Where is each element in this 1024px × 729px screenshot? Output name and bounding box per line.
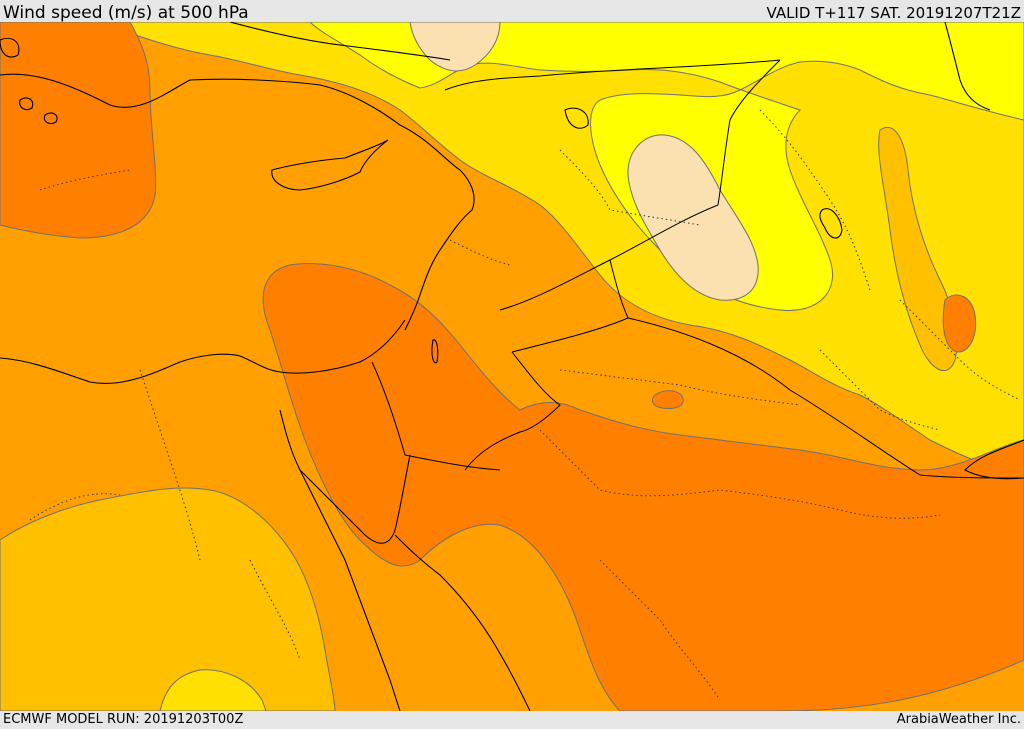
- wind-zone-deep-orange-jet: [262, 263, 1024, 712]
- map-area: [0, 21, 1024, 712]
- national-borders: [371, 59, 1024, 479]
- wind-speed-map: [0, 21, 1024, 712]
- wind-zone-orange-iran: [878, 127, 958, 372]
- map-title: Wind speed (m/s) at 500 hPa: [3, 3, 249, 23]
- title-bar: Wind speed (m/s) at 500 hPa VALID T+117 …: [0, 0, 1024, 23]
- wind-zone-deep-orange-aegean: [0, 21, 157, 239]
- wind-zone-gold-egypt: [159, 669, 267, 712]
- wind-zone-calmest-turkey: [409, 21, 501, 72]
- coastlines: [0, 21, 1024, 712]
- wind-zone-deep-orange-iran: [942, 294, 977, 353]
- province-borders: [29, 109, 1021, 701]
- valid-time: VALID T+117 SAT. 20191207T21Z: [766, 4, 1021, 22]
- wind-zone-orange-pocket: [651, 390, 684, 409]
- model-run-label: ECMWF MODEL RUN: 20191203T00Z: [3, 712, 244, 727]
- wind-zone-amber-egypt: [0, 487, 336, 712]
- footer-bar: ECMWF MODEL RUN: 20191203T00Z ArabiaWeat…: [0, 711, 1024, 729]
- credit-label: ArabiaWeather Inc.: [896, 712, 1021, 727]
